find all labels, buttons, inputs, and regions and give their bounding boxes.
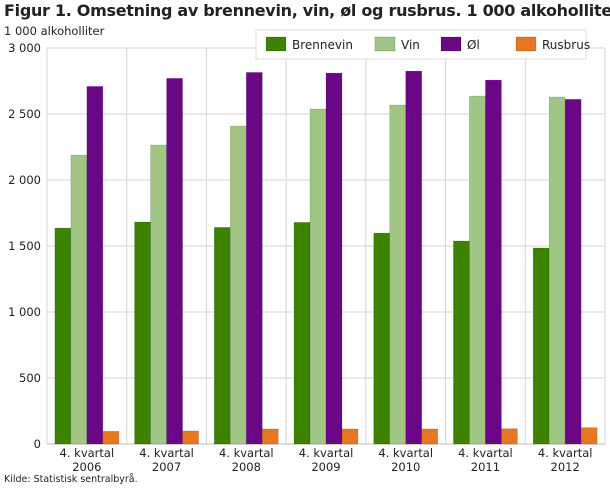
source-note: Kilde: Statistisk sentralbyrå.	[4, 474, 138, 485]
x-tick-label: 2007	[152, 460, 181, 474]
x-tick-label: 2011	[471, 460, 500, 474]
bar-rusbrus	[102, 431, 120, 445]
bar-brennevin	[54, 227, 72, 445]
y-tick-label: 1 500	[8, 239, 41, 253]
bar-vin	[309, 108, 327, 445]
y-axis-label: 1 000 alkoholliter	[4, 24, 105, 38]
legend-label: Øl	[467, 38, 480, 52]
bar-brennevin	[453, 240, 470, 445]
x-tick-label: 4. kvartal	[139, 446, 194, 460]
x-tick-label: 2006	[72, 460, 101, 474]
bar-øl	[564, 99, 582, 445]
bar-rusbrus	[261, 428, 279, 445]
x-tick-label: 2012	[551, 460, 580, 474]
bar-øl	[86, 86, 104, 445]
chart-title: Figur 1. Omsetning av brennevin, vin, øl…	[4, 1, 610, 20]
bar-øl	[405, 70, 423, 445]
x-tick-label: 4. kvartal	[299, 446, 354, 460]
x-tick-label: 4. kvartal	[378, 446, 433, 460]
legend-swatch-rusbrus	[515, 36, 537, 52]
legend-label: Brennevin	[292, 38, 353, 52]
bar-brennevin	[293, 222, 311, 445]
bar-øl	[485, 79, 502, 445]
bar-brennevin	[134, 221, 151, 445]
bar-vin	[548, 96, 566, 445]
bar-rusbrus	[501, 428, 518, 445]
bar-rusbrus	[341, 428, 359, 445]
bar-vin	[229, 125, 247, 445]
legend-label: Rusbrus	[542, 38, 590, 52]
y-tick-label: 1 000	[8, 305, 41, 319]
legend-label: Vin	[401, 38, 420, 52]
y-tick-label: 2 500	[8, 107, 41, 121]
bar-rusbrus	[421, 428, 439, 445]
x-tick-label: 4. kvartal	[219, 446, 274, 460]
x-tick-label: 4. kvartal	[538, 446, 593, 460]
bar-vin	[469, 95, 486, 445]
x-tick-label: 2010	[391, 460, 420, 474]
bar-brennevin	[532, 247, 550, 445]
legend-swatch-øl	[440, 36, 462, 52]
y-tick-label: 3 000	[8, 41, 41, 55]
x-tick-label: 4. kvartal	[458, 446, 513, 460]
x-tick-label: 4. kvartal	[60, 446, 115, 460]
bar-rusbrus	[580, 427, 598, 445]
bar-øl	[245, 72, 263, 445]
x-tick-label: 2008	[232, 460, 261, 474]
bar-vin	[70, 154, 88, 445]
x-tick-label: 2009	[311, 460, 340, 474]
y-tick-label: 0	[34, 437, 41, 451]
y-tick-label: 2 000	[8, 173, 41, 187]
bar-vin	[150, 144, 167, 445]
bar-øl	[325, 72, 343, 445]
bar-brennevin	[373, 232, 391, 445]
legend-swatch-brennevin	[265, 36, 287, 52]
bar-rusbrus	[182, 430, 199, 445]
bar-brennevin	[213, 227, 231, 445]
legend-swatch-vin	[374, 36, 396, 52]
y-tick-label: 500	[19, 371, 41, 385]
bar-vin	[389, 104, 407, 445]
bar-øl	[166, 78, 183, 445]
